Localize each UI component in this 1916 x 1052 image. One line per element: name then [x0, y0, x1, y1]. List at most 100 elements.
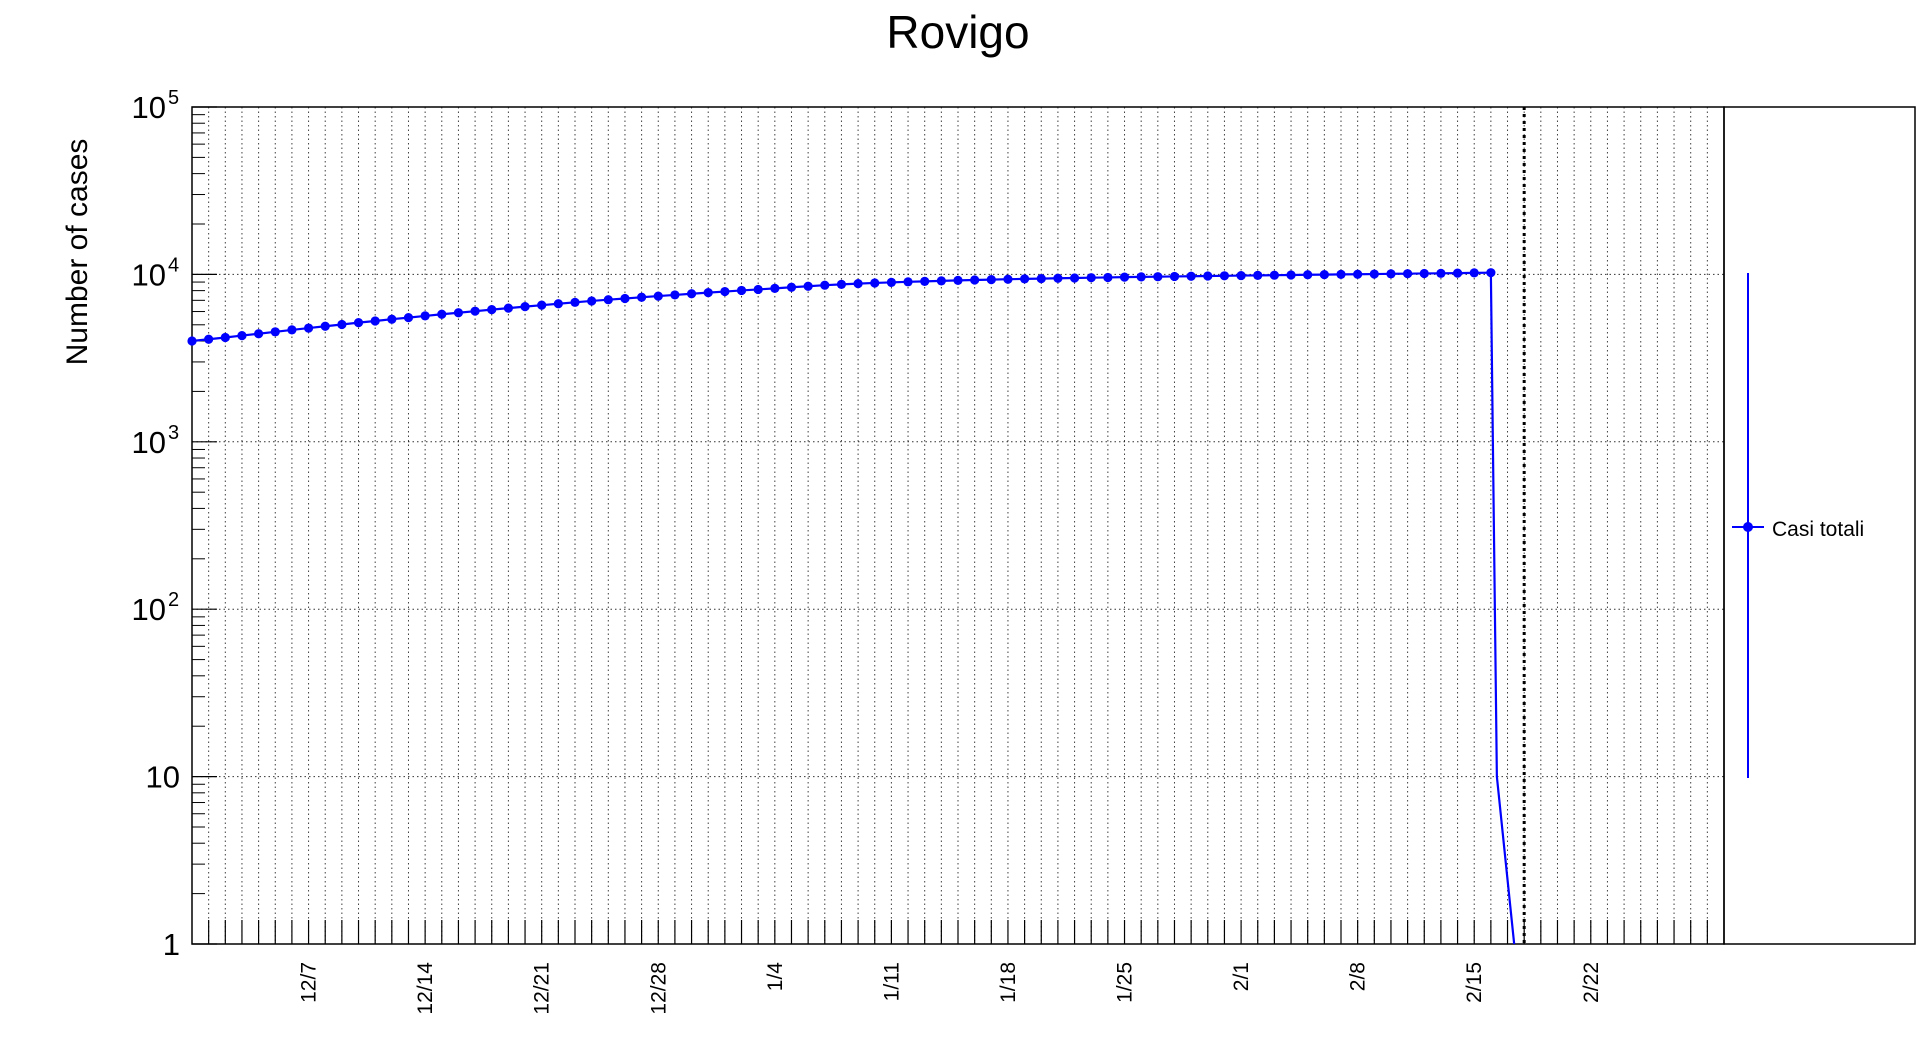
data-point [287, 325, 297, 335]
data-point [204, 334, 214, 344]
data-point [903, 277, 913, 287]
data-point [370, 316, 380, 326]
y-tick-label: 10 [146, 760, 180, 795]
data-point [1119, 272, 1130, 282]
data-point [1186, 271, 1196, 281]
y-tick-label-exponent: 3 [168, 422, 179, 444]
data-point [853, 279, 863, 289]
y-axis-label: Number of cases [61, 139, 94, 366]
data-point [786, 282, 797, 292]
data-point [1219, 271, 1230, 281]
data-point [420, 311, 430, 321]
data-point [220, 332, 230, 343]
legend-box [1723, 106, 1916, 945]
data-point [686, 289, 697, 299]
data-series [187, 268, 1516, 945]
data-point [1319, 270, 1329, 280]
data-point [1036, 273, 1046, 284]
y-tick-label-exponent: 4 [168, 254, 179, 276]
data-point [703, 288, 713, 298]
data-point [187, 336, 197, 346]
data-point [1203, 271, 1213, 281]
x-tick-label: 2/15 [1463, 962, 1486, 1003]
data-point [620, 293, 630, 304]
data-point [570, 297, 580, 307]
x-tick-label: 2/8 [1347, 962, 1370, 991]
x-axis-tick-labels: 12/7 12/14 12/21 12/28 1/4 1/11 1/18 1/25 2/1 2/8… [298, 962, 1603, 1015]
data-point [437, 309, 447, 319]
data-point [736, 285, 747, 296]
y-tick-label: 10 [132, 425, 166, 460]
data-point [1486, 268, 1496, 278]
y-axis-ticks [192, 106, 217, 945]
legend-marker [1743, 522, 1753, 532]
data-point [1353, 269, 1363, 279]
legend: Casi totali [1723, 106, 1916, 945]
data-point [870, 278, 880, 288]
data-point [803, 281, 813, 291]
data-point [1053, 273, 1063, 283]
data-point [836, 279, 847, 289]
data-point [537, 300, 547, 310]
data-point [1153, 272, 1163, 282]
data-point [1419, 268, 1429, 279]
x-tick-label: 1/25 [1114, 962, 1137, 1003]
y-tick-label: 1 [163, 927, 180, 962]
data-point [753, 284, 763, 295]
x-tick-label: 1/18 [997, 962, 1020, 1003]
data-point [820, 280, 830, 290]
data-point [1086, 273, 1096, 283]
data-point [720, 286, 730, 297]
data-point [270, 327, 280, 337]
data-point [970, 275, 980, 285]
data-point [320, 321, 330, 331]
data-point [387, 314, 397, 324]
x-tick-label: 12/21 [531, 962, 554, 1015]
data-point [920, 276, 930, 286]
x-tick-label: 12/14 [414, 962, 437, 1015]
y-tick-label-exponent: 5 [168, 87, 179, 109]
data-point [587, 296, 597, 306]
data-point [353, 318, 364, 328]
chart-title: Rovigo [886, 6, 1029, 58]
data-point [1452, 268, 1463, 278]
series-drop-line [1489, 272, 1516, 945]
data-point [1386, 269, 1396, 279]
data-point [770, 283, 780, 293]
data-point [986, 275, 996, 285]
y-tick-label: 10 [132, 592, 166, 627]
data-point [520, 302, 530, 312]
data-point [670, 290, 680, 300]
data-point [1269, 270, 1279, 280]
data-point [1469, 268, 1479, 278]
data-point [1403, 269, 1413, 279]
data-point [953, 275, 963, 285]
data-point [1169, 271, 1180, 282]
y-tick-label: 10 [132, 90, 166, 125]
data-point [1236, 270, 1246, 281]
data-point [303, 323, 314, 333]
data-point [637, 292, 647, 302]
x-tick-label: 12/28 [647, 962, 670, 1015]
x-tick-label: 1/4 [764, 962, 787, 992]
data-point [503, 303, 513, 313]
x-axis-ticks [208, 920, 1708, 944]
data-point [470, 306, 480, 316]
data-point [1286, 270, 1296, 280]
data-point [403, 313, 414, 323]
data-point [1336, 269, 1346, 279]
data-point [1103, 272, 1113, 283]
x-tick-label: 2/22 [1580, 962, 1603, 1003]
y-tick-label: 10 [132, 257, 166, 292]
grid-lines [192, 107, 1724, 944]
x-tick-label: 12/7 [298, 962, 321, 1003]
data-point [603, 295, 613, 305]
data-point [237, 330, 247, 341]
data-point [254, 329, 264, 339]
data-point [553, 299, 563, 309]
data-point [886, 277, 896, 287]
data-point [653, 291, 663, 301]
x-tick-label: 2/1 [1230, 962, 1253, 991]
